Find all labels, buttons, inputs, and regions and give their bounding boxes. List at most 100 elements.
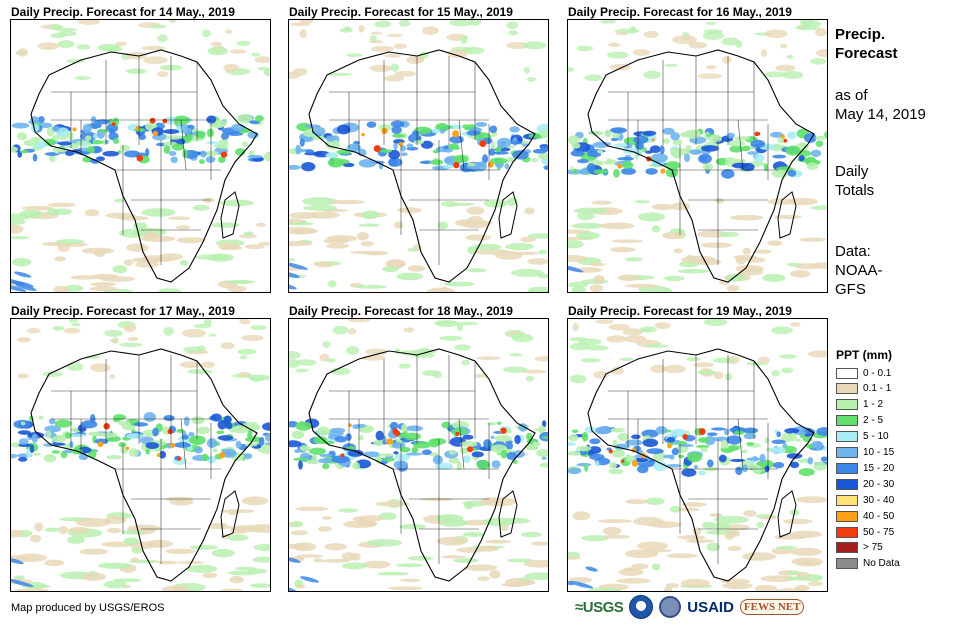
drizzle-patch xyxy=(709,513,723,518)
rain-patch xyxy=(624,439,643,446)
drizzle-patch xyxy=(75,518,111,527)
drizzle-patch xyxy=(11,224,24,234)
drizzle-patch xyxy=(727,545,742,552)
heavy-rain-cell xyxy=(361,132,365,137)
drizzle-patch xyxy=(255,222,267,228)
drizzle-patch xyxy=(11,257,32,267)
drizzle-patch xyxy=(578,338,602,346)
rain-patch xyxy=(347,143,361,152)
legend-item: 20 - 30 xyxy=(836,477,894,491)
rain-patch xyxy=(217,156,226,163)
legend-label: 1 - 2 xyxy=(863,399,884,411)
rain-patch xyxy=(232,425,249,434)
rain-patch xyxy=(145,448,150,455)
drizzle-patch xyxy=(220,199,254,207)
africa-precip-map xyxy=(11,319,270,591)
heavy-rain-cell xyxy=(381,127,388,135)
drizzle-patch xyxy=(697,370,718,375)
drizzle-patch xyxy=(435,514,464,523)
drizzle-patch xyxy=(616,578,651,584)
drizzle-patch xyxy=(524,207,535,215)
drizzle-patch xyxy=(484,497,517,507)
drizzle-patch xyxy=(782,70,804,80)
drizzle-patch xyxy=(706,542,721,552)
drizzle-patch xyxy=(211,222,240,228)
rain-patch xyxy=(217,420,227,430)
drizzle-patch xyxy=(794,584,810,591)
rain-patch xyxy=(428,438,440,448)
rain-patch xyxy=(568,467,582,475)
legend-item: 0.1 - 1 xyxy=(836,382,891,396)
panel-title-2: Daily Precip. Forecast for 15 May., 2019 xyxy=(289,5,513,19)
drizzle-patch xyxy=(726,285,740,292)
madagascar-outline xyxy=(220,490,240,538)
rain-patch xyxy=(579,168,590,175)
rain-patch xyxy=(610,127,627,134)
drizzle-patch xyxy=(685,357,701,362)
rain-patch xyxy=(610,137,619,142)
rain-patch xyxy=(294,449,301,454)
rain-patch xyxy=(642,438,659,448)
drizzle-patch xyxy=(712,522,731,530)
storm-streak xyxy=(11,579,34,588)
drizzle-patch xyxy=(241,496,269,506)
rain-patch xyxy=(435,125,454,130)
storm-streak xyxy=(289,283,297,290)
rain-patch xyxy=(63,449,74,454)
drizzle-patch xyxy=(507,558,533,563)
drizzle-patch xyxy=(636,541,668,550)
drizzle-patch xyxy=(573,207,608,214)
drizzle-patch xyxy=(440,201,459,207)
drizzle-patch xyxy=(296,554,324,558)
rain-patch xyxy=(171,143,185,151)
rain-patch xyxy=(245,442,258,447)
rain-patch xyxy=(322,463,330,470)
rain-patch xyxy=(771,439,786,444)
rain-patch xyxy=(441,421,451,429)
heavy-rain-cell xyxy=(386,438,394,445)
legend-label: 40 - 50 xyxy=(863,510,895,522)
rain-patch xyxy=(51,125,60,132)
drizzle-patch xyxy=(387,586,423,591)
drizzle-patch xyxy=(441,555,467,559)
drizzle-patch xyxy=(11,218,26,225)
drizzle-patch xyxy=(218,242,231,250)
africa-outline xyxy=(308,49,536,283)
rain-patch xyxy=(43,454,57,463)
rain-patch xyxy=(247,154,263,159)
drizzle-patch xyxy=(607,42,621,47)
rain-patch xyxy=(375,430,384,441)
rain-patch xyxy=(163,116,177,125)
rain-patch xyxy=(752,464,763,475)
drizzle-patch xyxy=(790,270,811,278)
drizzle-patch xyxy=(403,327,415,333)
rain-patch xyxy=(807,457,814,465)
drizzle-patch xyxy=(571,222,604,229)
rain-patch xyxy=(360,428,374,432)
rain-patch xyxy=(406,452,423,456)
drizzle-patch xyxy=(647,521,682,529)
heavy-rain-cell xyxy=(149,117,156,124)
drizzle-patch xyxy=(615,31,628,36)
heavy-rain-cell xyxy=(103,422,110,430)
legend-item: 50 - 75 xyxy=(836,525,894,539)
drizzle-patch xyxy=(781,367,794,374)
drizzle-patch xyxy=(527,286,548,292)
rain-patch xyxy=(11,453,17,459)
rain-patch xyxy=(19,150,29,154)
drizzle-patch xyxy=(524,572,548,580)
drizzle-patch xyxy=(103,580,127,589)
legend-swatch xyxy=(836,510,858,522)
rain-patch xyxy=(540,146,548,152)
legend-swatch xyxy=(836,494,858,506)
drizzle-patch xyxy=(434,320,457,325)
drizzle-patch xyxy=(585,345,609,351)
rain-patch xyxy=(117,420,126,426)
rain-patch xyxy=(391,442,406,449)
drizzle-patch xyxy=(760,49,767,57)
madagascar-outline xyxy=(498,191,518,239)
rain-patch xyxy=(375,455,382,464)
drizzle-patch xyxy=(688,41,708,49)
drizzle-patch xyxy=(17,48,28,57)
panel-title-4: Daily Precip. Forecast for 17 May., 2019 xyxy=(11,304,235,318)
